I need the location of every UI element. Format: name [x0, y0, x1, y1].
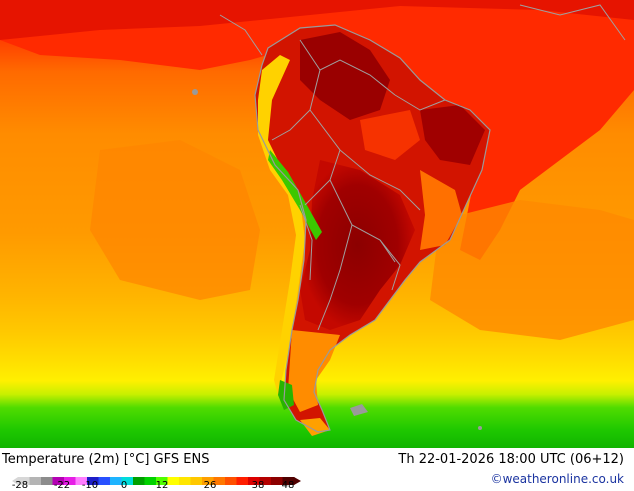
patagonia-ice-green — [278, 380, 294, 410]
legend-tick-label: 26 — [203, 480, 217, 491]
legend-swatch — [75, 477, 88, 485]
legend-right-arrow — [294, 477, 301, 485]
atlantic-warm-patch — [430, 200, 634, 340]
warm-band-top — [0, 0, 634, 40]
valid-time: Th 22-01-2026 18:00 UTC (06+12) — [398, 452, 624, 467]
coastline — [254, 24, 491, 433]
credit-link[interactable]: ©weatheronline.co.uk — [490, 472, 624, 486]
temperature-map — [0, 0, 634, 448]
legend-swatch — [282, 477, 295, 485]
legend-swatch — [202, 477, 214, 485]
legend-colorbar — [12, 477, 301, 485]
central-brazil-warm — [360, 110, 420, 160]
legend-swatch — [98, 477, 111, 485]
map-footer: Temperature (2m) [°C] GFS ENS Th 22-01-2… — [0, 448, 634, 491]
legend-swatch — [271, 477, 283, 485]
legend-swatch — [213, 477, 226, 485]
legend-swatch — [110, 477, 122, 485]
country-borders — [219, 4, 626, 331]
legend-swatch — [225, 477, 237, 485]
legend-left-arrow — [12, 477, 18, 485]
legend-tick-label: 12 — [155, 480, 169, 491]
legend-tick-label: -28 — [11, 480, 29, 491]
color-legend: -28 -22 -10 0 12 26 38 48 — [11, 471, 302, 491]
legend-swatch — [121, 477, 134, 485]
hot-core-amazon-west — [300, 32, 390, 120]
map-title: Temperature (2m) [°C] GFS ENS — [2, 452, 210, 467]
legend-swatch — [259, 477, 272, 485]
legend-swatch — [190, 477, 203, 485]
south-georgia — [478, 426, 482, 430]
warm-band-north — [0, 0, 634, 260]
legend-tick-label: 48 — [281, 480, 295, 491]
legend-swatch — [64, 477, 76, 485]
legend-tick-label: -10 — [81, 480, 99, 491]
legend-swatch — [156, 477, 168, 485]
legend-swatch — [133, 477, 145, 485]
coastal-warm-belt — [420, 170, 462, 250]
legend-tick-label: 38 — [251, 480, 265, 491]
legend-swatch — [144, 477, 157, 485]
legend-swatch — [236, 477, 249, 485]
legend-swatch — [29, 477, 42, 485]
legend-swatch — [41, 477, 53, 485]
andes-cool-ridge — [258, 55, 305, 395]
pacific-warm-patch — [90, 140, 260, 300]
map-canvas — [0, 0, 634, 448]
patagonia-warm — [288, 330, 340, 412]
hot-core-northeast — [420, 105, 485, 165]
falkland-islands — [350, 404, 368, 416]
legend-swatch — [18, 477, 30, 485]
legend-tick-label: -22 — [53, 480, 71, 491]
legend-swatch — [52, 477, 65, 485]
legend-swatch — [248, 477, 260, 485]
galapagos-islands — [192, 89, 198, 95]
legend-swatch — [167, 477, 180, 485]
legend-swatch — [87, 477, 99, 485]
legend-tick-label: 0 — [120, 480, 128, 491]
legend-swatch — [179, 477, 191, 485]
hot-core-chaco — [300, 160, 415, 330]
